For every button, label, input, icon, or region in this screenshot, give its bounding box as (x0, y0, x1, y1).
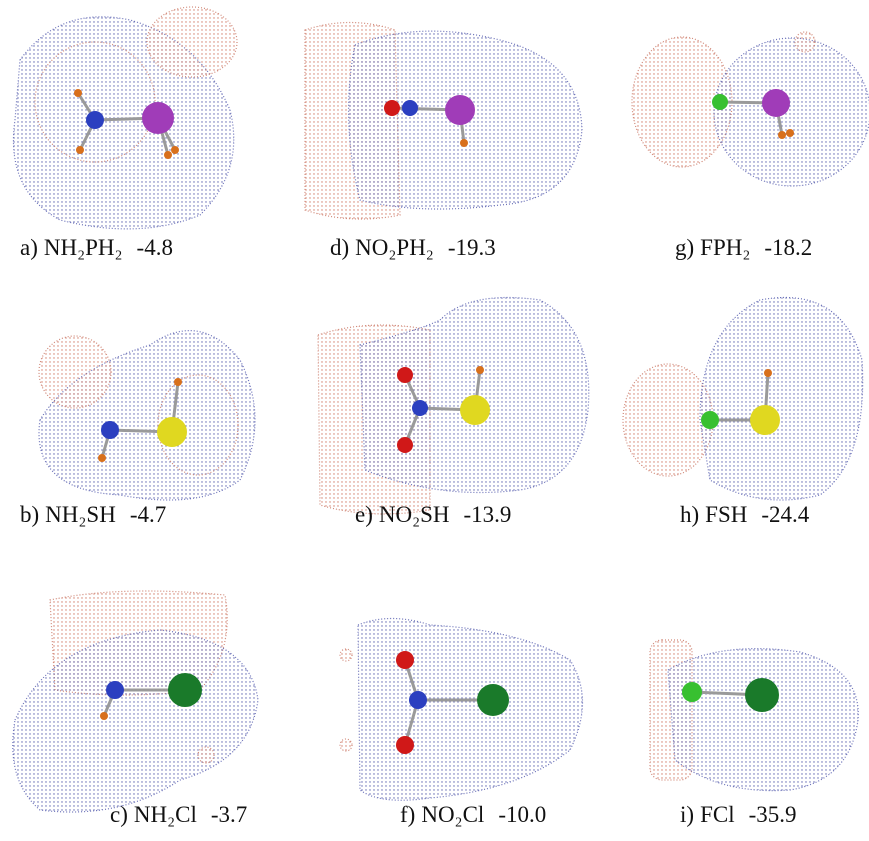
figure: a)NH₂PH₂-4.8d)NO₂PH₂-19.3g)FPH₂-18.2b)NH… (0, 0, 869, 841)
panel-letter: f) (400, 802, 415, 827)
panel-formula: NH₂PH₂ (44, 235, 123, 260)
density-b (39, 331, 255, 500)
panel-energy: -10.0 (498, 802, 546, 827)
panel-formula: NH₂SH (45, 502, 116, 527)
panel-energy: -4.8 (137, 235, 173, 260)
panel-letter: g) (675, 235, 694, 260)
panel-formula: FSH (705, 502, 747, 527)
panel-letter: d) (330, 235, 349, 260)
density-d (305, 23, 582, 220)
panel-energy: -4.7 (130, 502, 166, 527)
panel-letter: b) (20, 502, 39, 527)
density-e (318, 298, 589, 515)
panel-label: a)NH₂PH₂ -4.8 (20, 235, 173, 260)
panel-letter: c) (110, 802, 128, 827)
density-h (623, 298, 863, 501)
density-g (632, 32, 869, 186)
panel-letter: e) (355, 502, 373, 527)
panel-formula: NO₂PH₂ (355, 235, 434, 260)
panel-label: e)NO₂SH -13.9 (355, 502, 511, 527)
panel-label: c)NH₂Cl -3.7 (110, 802, 247, 827)
density-f (340, 619, 583, 801)
panel-label: b)NH₂SH -4.7 (20, 502, 166, 527)
panel-label: g)FPH₂ -18.2 (675, 235, 812, 260)
panel-formula: NH₂Cl (134, 802, 197, 827)
panel-letter: i) (680, 802, 694, 827)
panel-formula: NO₂SH (379, 502, 450, 527)
panel-formula: FPH₂ (700, 235, 750, 260)
panel-energy: -24.4 (761, 502, 809, 527)
density-i (650, 640, 858, 791)
panel-label: h)FSH -24.4 (680, 502, 810, 527)
panel-energy: -3.7 (211, 802, 247, 827)
panel-formula: NO₂Cl (421, 802, 484, 827)
panel-label: f)NO₂Cl -10.0 (400, 802, 546, 827)
panel-letter: h) (680, 502, 699, 527)
panel-label: i)FCl -35.9 (680, 802, 797, 827)
density-a (13, 7, 237, 229)
panel-energy: -18.2 (764, 235, 812, 260)
panel-letter: a) (20, 235, 38, 260)
panel-energy: -13.9 (464, 502, 512, 527)
panel-label: d)NO₂PH₂ -19.3 (330, 235, 496, 260)
panel-energy: -35.9 (749, 802, 797, 827)
panel-formula: FCl (700, 802, 735, 827)
density-c (13, 591, 258, 812)
panel-energy: -19.3 (448, 235, 496, 260)
